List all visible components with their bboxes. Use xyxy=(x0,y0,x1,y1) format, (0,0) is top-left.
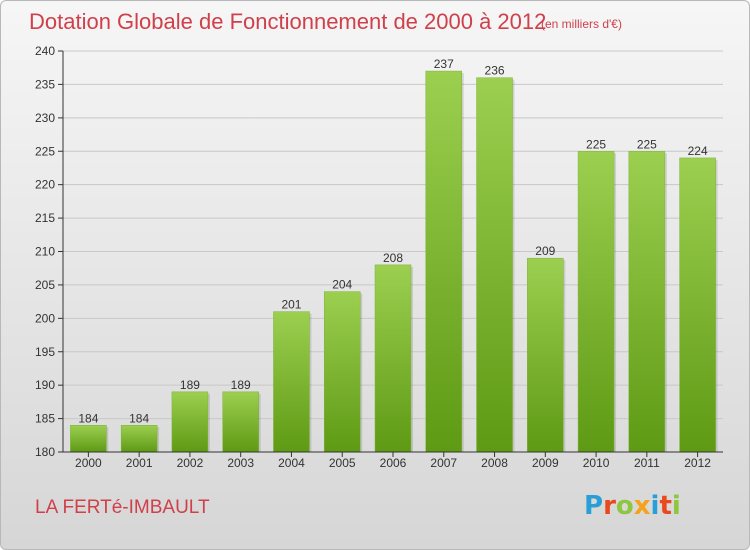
y-tick-label: 200 xyxy=(35,311,55,325)
value-labels: 184 184 189 189 201 204 208 237 236 209 225 225 224 xyxy=(78,57,708,425)
bar-value-label: 201 xyxy=(281,298,301,312)
bar xyxy=(120,425,158,453)
x-tick-label: 2009 xyxy=(532,456,559,470)
bar xyxy=(527,257,564,453)
x-tick-label: 2011 xyxy=(634,456,660,470)
logo-letter: i xyxy=(671,491,681,521)
y-tick-label: 225 xyxy=(35,144,55,158)
chart-title: Dotation Globale de Fonctionnement de 20… xyxy=(29,9,547,34)
bar-value-label: 204 xyxy=(332,278,352,292)
bar-value-label: 184 xyxy=(78,411,98,425)
x-tick-label: 2010 xyxy=(583,456,610,470)
bar xyxy=(628,151,666,453)
axes: 180 185 190 195 200 205 210 215 220 225 230 235 240 2… xyxy=(35,44,723,470)
bar xyxy=(171,391,209,453)
logo-letter: P xyxy=(584,491,604,521)
x-tick-label: 2002 xyxy=(177,456,204,470)
logo-letter: i xyxy=(650,491,660,521)
y-tick-label: 185 xyxy=(35,412,55,426)
bar xyxy=(374,264,412,453)
logo-letter: x xyxy=(633,491,651,521)
bar-value-label: 225 xyxy=(637,137,657,151)
bar-value-label: 209 xyxy=(535,244,555,258)
x-tick-label: 2006 xyxy=(380,456,407,470)
y-tick-label: 180 xyxy=(35,445,55,459)
y-tick-label: 240 xyxy=(35,44,55,58)
x-tick-label: 2000 xyxy=(75,456,102,470)
bar-value-label: 189 xyxy=(231,378,251,392)
y-tick-label: 230 xyxy=(35,111,55,125)
bar xyxy=(425,70,463,453)
logo-letter: r xyxy=(603,491,616,521)
x-tick-label: 2001 xyxy=(126,456,153,470)
bar-value-label: 225 xyxy=(586,137,606,151)
bar xyxy=(476,77,513,453)
bar xyxy=(70,425,107,453)
x-tick-label: 2008 xyxy=(481,456,508,470)
x-tick-label: 2004 xyxy=(278,456,305,470)
bar-value-label: 184 xyxy=(129,411,149,425)
x-tick-label: 2005 xyxy=(329,456,356,470)
y-tick-label: 210 xyxy=(35,245,55,259)
x-tick-label: 2003 xyxy=(227,456,254,470)
logo-letter: o xyxy=(615,491,634,521)
y-tick-label: 215 xyxy=(35,211,55,225)
y-tick-label: 195 xyxy=(35,345,55,359)
y-tick-label: 190 xyxy=(35,378,55,392)
x-tick-label: 2007 xyxy=(430,456,457,470)
bar-value-label: 224 xyxy=(688,144,708,158)
bar xyxy=(577,151,615,453)
commune-name: LA FERTé-IMBAULT xyxy=(35,497,210,518)
chart-subtitle: (en milliers d'€) xyxy=(541,17,622,31)
bars xyxy=(70,70,718,453)
bar-value-label: 237 xyxy=(434,57,454,71)
logo-letter: t xyxy=(659,491,672,521)
bar-value-label: 236 xyxy=(485,64,505,78)
y-tick-label: 235 xyxy=(35,77,55,91)
bar xyxy=(222,391,259,453)
bar xyxy=(323,291,361,453)
bar-value-label: 208 xyxy=(383,251,403,265)
bar xyxy=(679,157,716,453)
y-tick-label: 220 xyxy=(35,178,55,192)
proxiti-logo: Proxiti xyxy=(584,491,681,521)
bar xyxy=(273,311,310,453)
y-tick-label: 205 xyxy=(35,278,55,292)
bar-value-label: 189 xyxy=(180,378,200,392)
x-tick-label: 2012 xyxy=(684,456,711,470)
